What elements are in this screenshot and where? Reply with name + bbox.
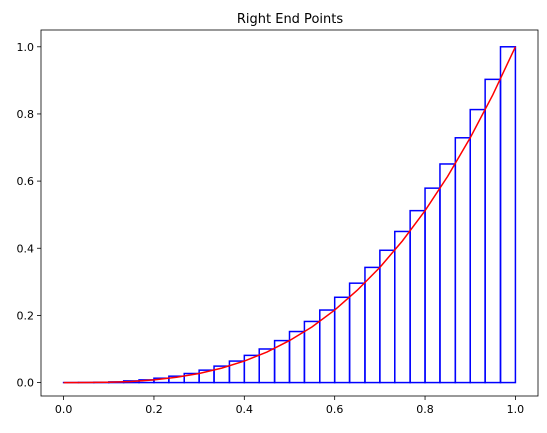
x-tick-label: 1.0 xyxy=(507,403,525,416)
y-tick-label: 0.4 xyxy=(17,242,35,255)
x-tick-label: 0.4 xyxy=(236,403,254,416)
bar xyxy=(424,187,441,384)
plot-area xyxy=(62,46,517,384)
x-tick-label: 0.0 xyxy=(55,403,73,416)
bar xyxy=(469,108,486,384)
y-tick-label: 0.0 xyxy=(17,377,35,390)
x-tick-label: 0.6 xyxy=(326,403,344,416)
axes: 0.0 0.2 0.4 0.6 0.8 1.0 0.0 0.2 0.4 0.6 0.8 1.0 xyxy=(17,29,539,416)
bar xyxy=(394,230,411,384)
y-tick-label: 0.8 xyxy=(17,108,35,121)
plot-frame xyxy=(40,29,539,397)
bar xyxy=(319,309,336,384)
y-tick-label: 1.0 xyxy=(17,41,35,54)
y-tick-label: 0.6 xyxy=(17,175,35,188)
bar xyxy=(454,137,471,384)
bar xyxy=(484,78,502,384)
bar xyxy=(409,209,426,384)
bar xyxy=(333,296,351,384)
bar xyxy=(499,46,517,384)
x-tick-label: 0.8 xyxy=(416,403,434,416)
chart-title: Right End Points xyxy=(237,12,343,27)
bar xyxy=(439,163,457,384)
function-curve xyxy=(63,46,517,384)
y-tick-label: 0.2 xyxy=(17,309,35,322)
bar xyxy=(379,249,396,384)
x-tick-label: 0.2 xyxy=(145,403,163,416)
bar xyxy=(348,282,366,384)
bar xyxy=(364,266,381,384)
